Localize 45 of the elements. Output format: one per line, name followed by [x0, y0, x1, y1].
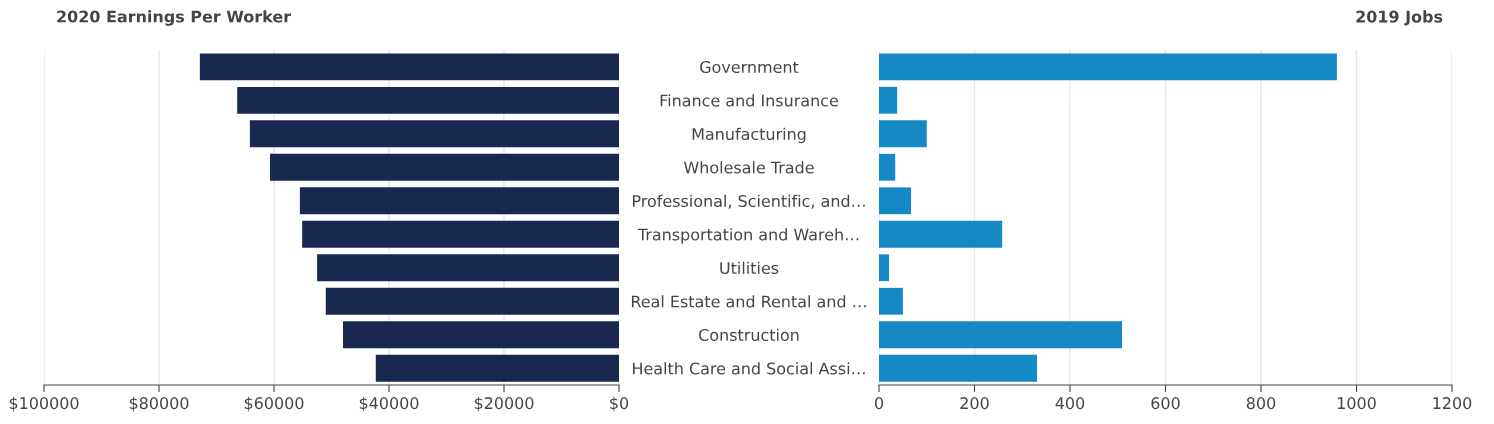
bar	[879, 254, 890, 282]
x-tick-label: 800	[1246, 397, 1276, 410]
x-tick-label: $80000	[129, 396, 189, 412]
bar	[879, 287, 903, 315]
bar	[375, 354, 619, 382]
y-tick-label: Professional, Scientific, and…	[632, 194, 865, 209]
bar	[269, 153, 619, 181]
chart-title: 2019 Jobs	[1356, 10, 1443, 26]
bar	[299, 187, 619, 215]
bar	[879, 187, 911, 215]
bar	[237, 86, 619, 114]
bar	[199, 53, 619, 81]
bar	[879, 53, 1337, 81]
bar	[879, 86, 898, 114]
bar	[879, 321, 1123, 349]
bar	[879, 220, 1003, 248]
chart-title: 2020 Earnings Per Worker	[57, 10, 292, 26]
bar	[343, 321, 619, 349]
y-tick-label: Transportation and Wareh…	[637, 228, 859, 244]
y-tick-label: Construction	[699, 328, 799, 342]
bar	[879, 153, 896, 181]
y-tick-label: Government	[700, 60, 799, 74]
x-tick-label: 200	[960, 397, 989, 410]
x-tick-label: $60000	[244, 396, 304, 412]
y-tick-label: Manufacturing	[692, 127, 806, 144]
x-tick-label: 400	[1055, 397, 1085, 410]
y-tick-label: Utilities	[720, 261, 779, 275]
bar	[879, 354, 1038, 382]
bar	[325, 287, 619, 315]
bar	[249, 120, 619, 148]
y-tick-label: Health Care and Social Assi…	[633, 362, 865, 375]
x-tick-label: $100000	[9, 396, 79, 412]
x-tick-label: 600	[1151, 397, 1180, 410]
x-tick-label: 1200	[1433, 397, 1472, 410]
y-tick-label: Real Estate and Rental and …	[631, 295, 866, 308]
x-tick-label: $20000	[474, 396, 534, 412]
bar	[302, 220, 619, 248]
x-tick-label: $40000	[359, 396, 419, 412]
x-tick-label: 1000	[1337, 397, 1376, 410]
bar	[317, 254, 619, 282]
y-tick-label: Wholesale Trade	[683, 161, 814, 174]
x-tick-label: 0	[874, 397, 884, 410]
x-tick-label: $0	[610, 396, 629, 412]
y-tick-label: Finance and Insurance	[660, 94, 838, 107]
bar	[879, 120, 927, 148]
